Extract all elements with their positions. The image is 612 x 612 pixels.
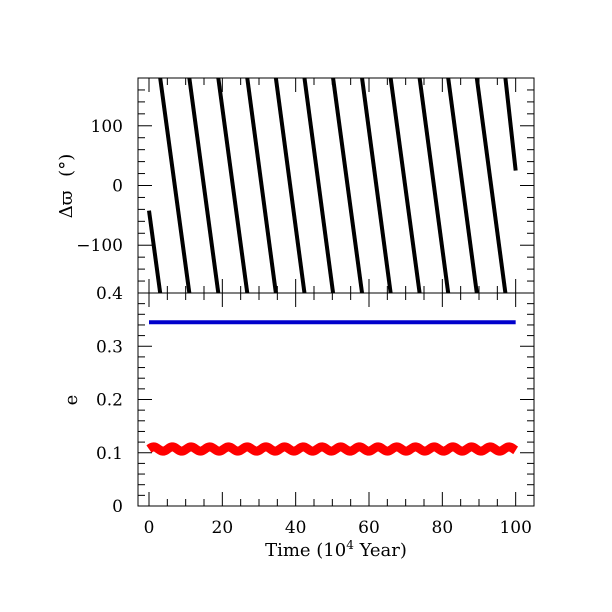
angle-segment	[302, 77, 336, 294]
angle-segment	[388, 77, 422, 294]
y-tick-label: 0.3	[96, 337, 123, 357]
bottom-y-tick-labels: 0 0.1 0.2 0.3 0.4	[96, 284, 123, 517]
bottom-axis-ticks	[138, 292, 534, 507]
y-tick-label: 0.4	[96, 284, 123, 304]
angle-segment	[417, 77, 451, 294]
x-tick-label: 100	[499, 518, 531, 538]
bottom-panel-frame	[137, 292, 535, 507]
x-tick-label: 20	[212, 518, 234, 538]
eccentricity-band-red	[146, 442, 519, 456]
top-y-axis-label: Δϖ (°)	[56, 154, 77, 218]
angle-segment	[147, 210, 163, 294]
top-series	[147, 77, 518, 294]
bottom-series	[146, 320, 519, 456]
bottom-panel: 0 0.1 0.2 0.3 0.4 0 20 40 60 80 100 e Time (104 Y…	[61, 284, 535, 561]
angle-segment	[216, 77, 250, 294]
y-tick-label: −100	[76, 236, 123, 256]
x-tick-label: 60	[358, 518, 380, 538]
angle-segment	[187, 77, 221, 294]
y-tick-label: 100	[91, 117, 123, 137]
angle-segment	[503, 77, 518, 171]
x-tick-label: 40	[285, 518, 307, 538]
angle-segment	[245, 77, 278, 294]
x-axis-label: Time (104 Year)	[265, 538, 407, 561]
angle-segment	[273, 77, 307, 294]
top-y-axis-label-unit: (°)	[56, 154, 77, 177]
top-y-tick-labels: 100 0 −100	[76, 117, 123, 256]
bottom-y-axis-label: e	[61, 395, 82, 406]
y-tick-label: 0	[112, 177, 123, 197]
angle-segment	[360, 77, 393, 294]
y-tick-label: 0.1	[96, 444, 123, 464]
x-axis-label-prefix: Time (10	[265, 540, 346, 561]
angle-segment	[474, 77, 508, 294]
x-axis-label-suffix: Year)	[354, 540, 407, 561]
top-y-axis-label-main: Δϖ	[56, 190, 77, 218]
angle-segment	[158, 77, 192, 294]
y-tick-label: 0.2	[96, 391, 123, 411]
angle-segment	[446, 77, 479, 294]
x-axis-label-exponent: 4	[346, 538, 354, 552]
x-tick-label: 0	[144, 518, 155, 538]
top-panel: 100 0 −100 Δϖ (°)	[56, 77, 535, 294]
bottom-x-tick-labels: 0 20 40 60 80 100	[144, 518, 532, 538]
angle-segment	[331, 77, 365, 294]
y-tick-label: 0	[112, 497, 123, 517]
x-tick-label: 80	[432, 518, 454, 538]
